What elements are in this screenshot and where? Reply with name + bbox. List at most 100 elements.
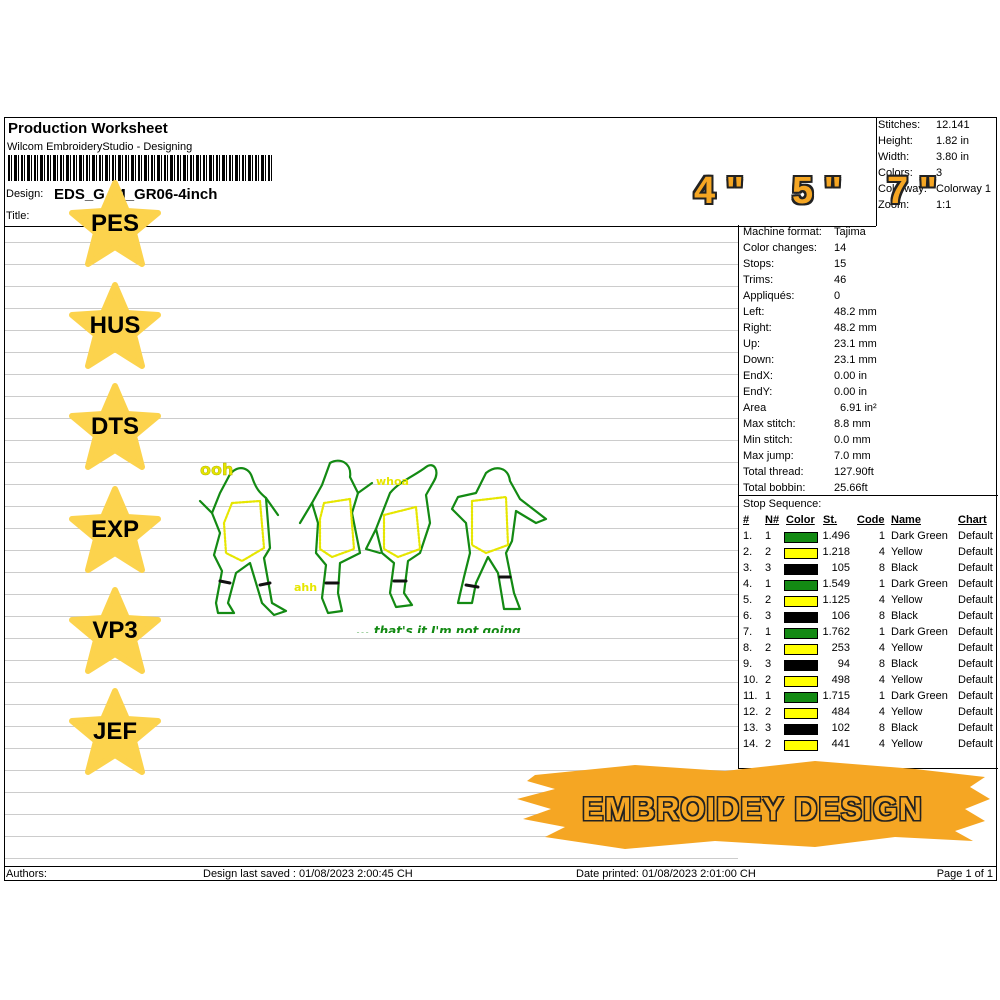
row-chart: Default (958, 578, 993, 590)
ruled-line (5, 286, 738, 287)
color-swatch (784, 596, 818, 607)
design-label: Design: (6, 188, 44, 200)
size-5-inch: 5 " (792, 170, 842, 212)
machine-row: Total bobbin: 25.66ft (743, 482, 993, 498)
machine-value: 7.0 mm (834, 450, 871, 462)
machine-value: 6.91 in² (840, 402, 877, 414)
row-index: 14. (743, 738, 759, 750)
figure-4 (450, 467, 548, 611)
machine-row: Appliqués: 0 (743, 290, 993, 306)
ruled-line (5, 770, 738, 771)
machine-key: Total bobbin: (743, 482, 806, 494)
ruled-line (5, 506, 738, 507)
color-swatch (784, 644, 818, 655)
color-swatch (784, 692, 818, 703)
row-stitches: 253 (831, 642, 850, 654)
ruled-line (5, 836, 738, 837)
ruled-line (5, 462, 738, 463)
color-swatch (784, 708, 818, 719)
format-star-pes: PES (68, 180, 162, 270)
figure-1: ooh (198, 460, 288, 617)
machine-key: Color changes: (743, 242, 817, 254)
stat-value: 1.82 in (936, 135, 970, 147)
row-stitches: 1.549 (822, 578, 850, 590)
color-swatch (784, 724, 818, 735)
ruled-line (5, 792, 738, 793)
row-name: Dark Green (891, 530, 948, 542)
ruled-line (5, 418, 738, 419)
machine-row: Machine format: Tajima (743, 226, 993, 242)
row-needle: 1 (765, 530, 772, 542)
machine-row: EndY: 0.00 in (743, 386, 993, 402)
size-4-inch: 4 " (694, 170, 744, 212)
stat-row: Height: 1.82 in (878, 135, 996, 151)
row-needle: 3 (765, 562, 772, 574)
star-icon (69, 383, 161, 470)
ruled-line (5, 704, 738, 705)
row-code: 4 (878, 706, 885, 718)
machine-row: Trims: 46 (743, 274, 993, 290)
format-label: JEF (92, 718, 137, 745)
stat-row: Width: 3.80 in (878, 151, 996, 167)
format-label: EXP (90, 516, 140, 543)
ruled-line (5, 528, 738, 529)
star-icon (69, 587, 161, 674)
machine-value: 8.8 mm (834, 418, 871, 430)
color-swatch (784, 580, 818, 591)
machine-info-panel: Machine format: Tajima Color changes: 14 Sto… (738, 225, 998, 769)
ruled-line (5, 682, 738, 683)
machine-row: Right: 48.2 mm (743, 322, 993, 338)
ruled-line (5, 440, 738, 441)
stat-value: 3 (936, 167, 943, 179)
machine-row: Max jump: 7.0 mm (743, 450, 993, 466)
col-header: N# (765, 514, 780, 526)
row-name: Yellow (891, 546, 923, 558)
page-number: Page 1 of 1 (936, 868, 993, 880)
machine-value: 48.2 mm (834, 322, 877, 334)
machine-row: Max stitch: 8.8 mm (743, 418, 993, 434)
machine-key: Max stitch: (743, 418, 796, 430)
machine-key: Appliqués: (743, 290, 795, 302)
machine-key: Trims: (743, 274, 774, 286)
row-index: 6. (743, 610, 753, 622)
row-index: 3. (743, 562, 753, 574)
machine-value: 25.66ft (834, 482, 868, 494)
machine-key: Area (743, 402, 767, 414)
row-name: Black (891, 722, 918, 734)
row-code: 4 (878, 546, 885, 558)
ruled-line (5, 242, 738, 243)
header-separator (876, 118, 877, 226)
row-code: 8 (878, 562, 885, 574)
worksheet-footer: Authors: Design last saved : 01/08/2023 … (5, 866, 996, 881)
production-worksheet: Production Worksheet Wilcom EmbroiderySt… (4, 117, 998, 881)
ruled-line (5, 594, 738, 595)
row-code: 4 (878, 738, 885, 750)
row-needle: 2 (765, 674, 772, 686)
row-chart: Default (958, 594, 993, 606)
ruled-line (5, 308, 738, 309)
col-header: Chart (958, 514, 987, 526)
machine-row: Down: 23.1 mm (743, 354, 993, 370)
row-stitches: 106 (831, 610, 850, 622)
stat-value: 12.141 (936, 119, 970, 131)
row-needle: 1 (765, 578, 772, 590)
row-chart: Default (958, 722, 993, 734)
format-label: VP3 (92, 617, 138, 644)
machine-value: 0 (834, 290, 841, 302)
stat-key: Colorway: (878, 183, 927, 195)
machine-value: 46 (834, 274, 847, 286)
row-chart: Default (958, 674, 993, 686)
stop-sequence-title: Stop Sequence: (743, 498, 822, 510)
stat-row: Colors: 3 (878, 167, 996, 183)
stat-row: Colorway: Colorway 1 (878, 183, 996, 199)
col-header: # (743, 514, 750, 526)
last-saved: Design last saved : 01/08/2023 2:00:45 C… (203, 868, 413, 880)
machine-key: Machine format: (743, 226, 822, 238)
row-name: Yellow (891, 594, 923, 606)
row-chart: Default (958, 530, 993, 542)
machine-value: 14 (834, 242, 847, 254)
row-name: Yellow (891, 738, 923, 750)
row-needle: 1 (765, 626, 772, 638)
worksheet-header: Production Worksheet Wilcom EmbroiderySt… (5, 118, 876, 227)
format-star-vp3: VP3 (68, 587, 162, 677)
